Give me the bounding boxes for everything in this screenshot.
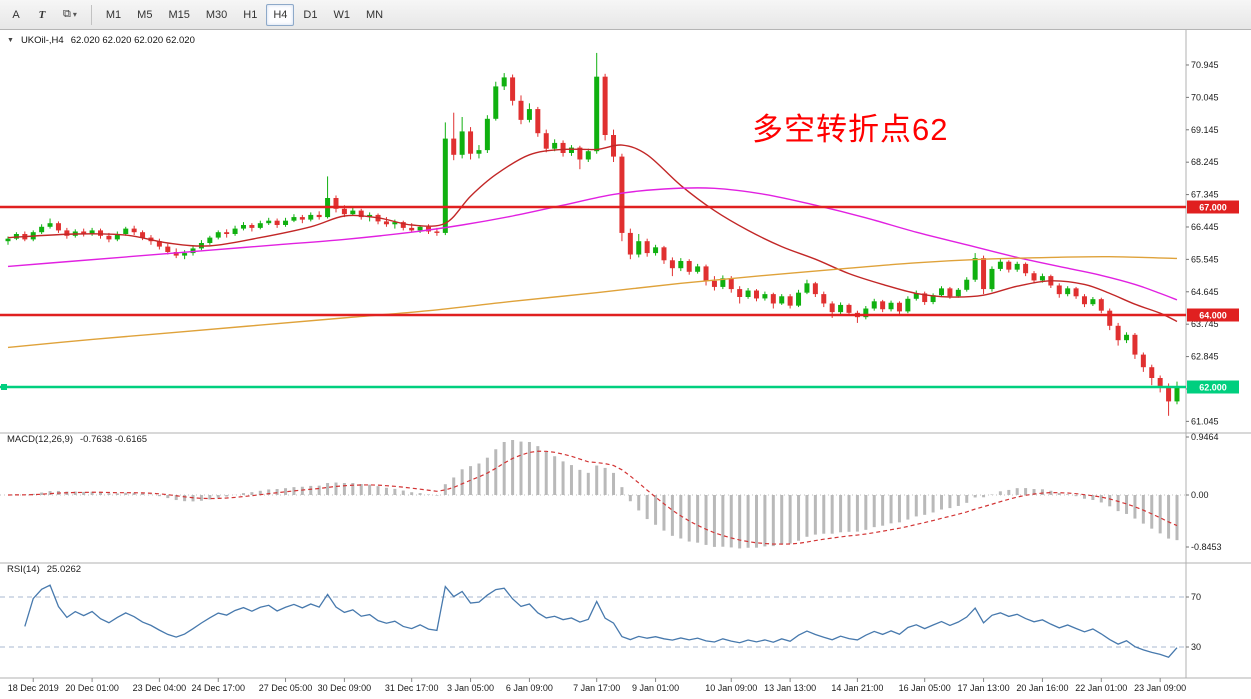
svg-text:0.9464: 0.9464 [1191, 432, 1219, 442]
chart-title: ▼ UKOil-,H4 62.020 62.020 62.020 62.020 [7, 35, 195, 46]
svg-text:62.845: 62.845 [1191, 352, 1219, 362]
svg-text:62.000: 62.000 [1199, 383, 1227, 393]
svg-text:23 Jan 09:00: 23 Jan 09:00 [1134, 683, 1186, 693]
svg-text:13 Jan 13:00: 13 Jan 13:00 [764, 683, 816, 693]
svg-text:69.145: 69.145 [1191, 125, 1219, 135]
ohlc-values: 62.020 62.020 62.020 62.020 [70, 35, 195, 46]
svg-text:3 Jan 05:00: 3 Jan 05:00 [447, 683, 494, 693]
svg-text:70: 70 [1191, 592, 1201, 602]
svg-text:0.00: 0.00 [1191, 490, 1209, 500]
timeframe-m5[interactable]: M5 [130, 4, 159, 26]
svg-text:70.945: 70.945 [1191, 60, 1219, 70]
rsi-panel: 70 30 [0, 584, 1201, 658]
svg-text:64.000: 64.000 [1199, 311, 1227, 321]
chart-area[interactable]: 0.9464 0.00 -0.8453 70 30 70.945 70.045 69.14… [0, 30, 1251, 699]
annotation-text: 多空转折点62 [752, 112, 949, 147]
panel-frame [0, 30, 1251, 679]
macd-values: -0.7638 -0.6165 [80, 434, 148, 445]
svg-text:66.445: 66.445 [1191, 222, 1219, 232]
moving-averages-layer [7, 144, 1178, 349]
svg-text:68.245: 68.245 [1191, 157, 1219, 167]
time-axis: 18 Dec 2019 20 Dec 01:00 23 Dec 04:00 24 De… [8, 678, 1186, 693]
timeframe-m30[interactable]: M30 [199, 4, 234, 26]
toolbar: A T ⧉ ▾ M1 M5 M15 M30 H1 H4 D1 W1 MN [0, 0, 1251, 30]
timeframe-h1[interactable]: H1 [236, 4, 264, 26]
macd-label: MACD(12,26,9) [7, 434, 73, 445]
svg-text:-0.8453: -0.8453 [1191, 542, 1222, 552]
svg-text:31 Dec 17:00: 31 Dec 17:00 [385, 683, 439, 693]
svg-text:64.645: 64.645 [1191, 287, 1219, 297]
svg-text:14 Jan 21:00: 14 Jan 21:00 [831, 683, 883, 693]
svg-text:16 Jan 05:00: 16 Jan 05:00 [899, 683, 951, 693]
svg-text:23 Dec 04:00: 23 Dec 04:00 [133, 683, 187, 693]
svg-text:30 Dec 09:00: 30 Dec 09:00 [318, 683, 372, 693]
timeframe-w1[interactable]: W1 [326, 4, 357, 26]
toolbar-separator [90, 4, 92, 25]
layers-dropdown-button[interactable]: ⧉ ▾ [56, 4, 84, 26]
svg-text:70.045: 70.045 [1191, 92, 1219, 102]
macd-header: MACD(12,26,9) -0.7638 -0.6165 [7, 434, 147, 445]
svg-text:9 Jan 01:00: 9 Jan 01:00 [632, 683, 679, 693]
chevron-down-icon: ▾ [72, 10, 77, 19]
svg-text:20 Jan 16:00: 20 Jan 16:00 [1016, 683, 1068, 693]
svg-text:17 Jan 13:00: 17 Jan 13:00 [958, 683, 1010, 693]
timeframe-m1[interactable]: M1 [99, 4, 128, 26]
price-axis: 70.945 70.045 69.145 68.245 67.345 66.445 65.5… [1186, 60, 1239, 426]
svg-text:6 Jan 09:00: 6 Jan 09:00 [506, 683, 553, 693]
chart-canvas[interactable]: 0.9464 0.00 -0.8453 70 30 70.945 70.045 69.14… [0, 30, 1251, 699]
rsi-label: RSI(14) [7, 564, 40, 575]
horizontal-lines-layer[interactable] [0, 205, 1186, 390]
timeframe-d1[interactable]: D1 [296, 4, 324, 26]
macd-panel: 0.9464 0.00 -0.8453 [0, 432, 1222, 552]
toolbar-button-t[interactable]: T [30, 4, 54, 26]
symbol-period-label: UKOil-,H4 [20, 35, 64, 46]
svg-text:18 Dec 2019: 18 Dec 2019 [8, 683, 59, 693]
candles-layer [5, 52, 1180, 416]
svg-text:27 Dec 05:00: 27 Dec 05:00 [259, 683, 313, 693]
layers-icon: ⧉ [63, 8, 71, 20]
svg-text:65.545: 65.545 [1191, 254, 1219, 264]
svg-text:63.745: 63.745 [1191, 319, 1219, 329]
svg-text:22 Jan 01:00: 22 Jan 01:00 [1075, 683, 1127, 693]
rsi-header: RSI(14) 25.0262 [7, 564, 81, 575]
svg-text:10 Jan 09:00: 10 Jan 09:00 [705, 683, 757, 693]
collapse-triangle-icon: ▼ [7, 37, 14, 44]
timeframe-h4[interactable]: H4 [266, 3, 295, 26]
timeframe-m15[interactable]: M15 [161, 4, 196, 26]
svg-text:67.345: 67.345 [1191, 190, 1219, 200]
svg-text:30: 30 [1191, 642, 1201, 652]
svg-text:20 Dec 01:00: 20 Dec 01:00 [65, 683, 119, 693]
rsi-value: 25.0262 [46, 564, 82, 575]
toolbar-button-a[interactable]: A [4, 4, 28, 26]
timeframe-mn[interactable]: MN [359, 4, 390, 26]
svg-text:7 Jan 17:00: 7 Jan 17:00 [573, 683, 620, 693]
svg-text:67.000: 67.000 [1199, 203, 1227, 213]
svg-text:24 Dec 17:00: 24 Dec 17:00 [191, 683, 245, 693]
svg-text:61.045: 61.045 [1191, 416, 1219, 426]
